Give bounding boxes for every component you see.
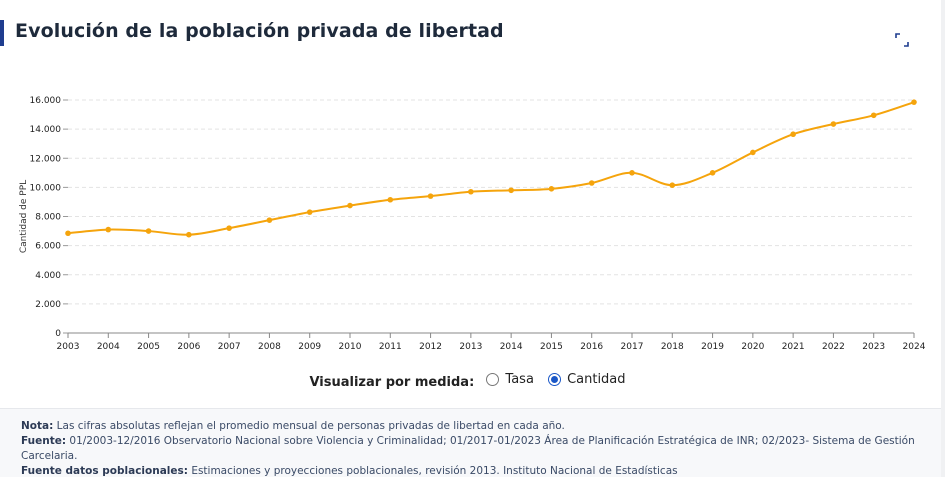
data-point <box>870 112 877 119</box>
note-line: Nota: Las cifras absolutas reflejan el p… <box>21 419 941 434</box>
data-point <box>145 228 152 234</box>
x-tick-label: 2018 <box>661 342 684 352</box>
x-tick-label: 2013 <box>459 342 482 352</box>
data-point <box>548 186 555 192</box>
population-source-line: Fuente datos poblacionales: Estimaciones… <box>21 464 941 479</box>
y-tick-label: 0 <box>55 329 61 339</box>
y-tick-label: 10.000 <box>30 183 62 193</box>
x-tick-label: 2016 <box>580 342 603 352</box>
x-tick-label: 2007 <box>218 342 241 352</box>
data-point <box>911 99 917 105</box>
x-tick-label: 2021 <box>782 342 805 352</box>
note-label: Nota: <box>21 420 54 432</box>
data-point <box>629 170 635 176</box>
notes-section: Nota: Las cifras absolutas reflejan el p… <box>0 408 941 477</box>
data-point <box>830 121 837 127</box>
data-point <box>427 193 434 199</box>
radio-circle-cantidad[interactable] <box>548 373 562 386</box>
x-tick-label: 2006 <box>177 342 200 352</box>
data-point <box>186 231 192 238</box>
data-point <box>105 226 112 233</box>
page-title: Evolución de la población privada de lib… <box>15 20 504 42</box>
x-tick-label: 2009 <box>298 342 321 352</box>
expand-icon[interactable] <box>895 33 909 47</box>
data-point <box>790 131 796 138</box>
y-axis-title: Cantidad de PPL <box>19 180 29 253</box>
data-point <box>347 202 353 209</box>
radio-circle-tasa[interactable] <box>486 373 500 386</box>
x-tick-label: 2010 <box>339 342 362 352</box>
x-tick-label: 2014 <box>500 342 523 352</box>
data-point <box>226 225 232 231</box>
series-line-cantidad <box>67 101 915 236</box>
source-line: Fuente: 01/2003-12/2016 Observatorio Nac… <box>21 434 941 464</box>
data-point <box>266 217 273 223</box>
source-text: 01/2003-12/2016 Observatorio Nacional so… <box>21 435 915 462</box>
data-point <box>588 180 595 186</box>
radio-tasa-label: Tasa <box>505 372 534 387</box>
x-tick-label: 2008 <box>258 342 281 352</box>
y-tick-label: 16.000 <box>30 96 62 106</box>
data-point <box>468 188 474 195</box>
radio-cantidad-label: Cantidad <box>567 372 626 387</box>
y-tick-label: 14.000 <box>30 125 62 135</box>
x-tick-label: 2011 <box>379 342 402 352</box>
x-tick-label: 2005 <box>137 342 160 352</box>
line-chart: 0 2.000 4.000 6.000 8.000 10.000 12.000 14.000 1… <box>19 96 926 352</box>
toggle-label: Visualizar por medida: <box>309 375 475 390</box>
data-point <box>750 149 756 156</box>
x-tick-label: 2004 <box>97 342 120 352</box>
source-label: Fuente: <box>21 435 67 447</box>
x-tick-label: 2017 <box>621 342 644 352</box>
x-tick-label: 2023 <box>862 342 885 352</box>
radio-cantidad[interactable]: Cantidad <box>548 372 626 387</box>
x-tick-label: 2024 <box>903 342 926 352</box>
x-tick-label: 2019 <box>701 342 724 352</box>
data-point <box>709 170 716 176</box>
y-tick-label: 6.000 <box>35 242 61 252</box>
y-tick-label: 12.000 <box>30 154 62 164</box>
measure-toggle: Visualizar por medida: Tasa Cantidad <box>0 372 945 390</box>
population-source-label: Fuente datos poblacionales: <box>21 465 188 477</box>
data-point <box>508 187 514 194</box>
data-point <box>669 182 676 188</box>
data-point <box>387 196 394 203</box>
x-tick-label: 2012 <box>419 342 442 352</box>
population-source-text: Estimaciones y proyecciones poblacionale… <box>191 465 678 477</box>
x-tick-label: 2020 <box>741 342 764 352</box>
y-tick-label: 2.000 <box>35 300 61 310</box>
data-point <box>306 209 313 215</box>
title-accent-bar <box>0 20 4 46</box>
data-point <box>65 230 71 237</box>
note-text: Las cifras absolutas reflejan el promedi… <box>56 420 565 432</box>
y-tick-label: 4.000 <box>35 271 61 281</box>
x-tick-label: 2015 <box>540 342 563 352</box>
x-tick-label: 2022 <box>822 342 845 352</box>
x-tick-label: 2003 <box>57 342 80 352</box>
scrollbar-track[interactable] <box>941 0 945 477</box>
radio-tasa[interactable]: Tasa <box>486 372 534 387</box>
y-tick-label: 8.000 <box>35 213 61 223</box>
